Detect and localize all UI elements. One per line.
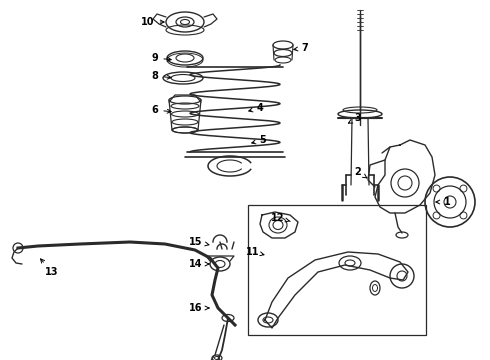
- Text: 4: 4: [249, 103, 264, 113]
- Text: 10: 10: [141, 17, 164, 27]
- Text: 7: 7: [294, 43, 308, 53]
- Text: 9: 9: [151, 53, 171, 63]
- Bar: [248, 205, 426, 335]
- Text: 6: 6: [151, 105, 171, 115]
- Text: 15: 15: [189, 237, 209, 247]
- Text: 12: 12: [271, 213, 290, 223]
- Text: 11: 11: [246, 247, 264, 257]
- Text: 16: 16: [189, 303, 209, 313]
- Text: 13: 13: [41, 259, 59, 277]
- Text: 3: 3: [348, 113, 362, 123]
- Text: 1: 1: [436, 197, 450, 207]
- Text: 8: 8: [151, 71, 171, 81]
- Text: 5: 5: [252, 135, 267, 145]
- Text: 2: 2: [355, 167, 367, 178]
- Text: 14: 14: [189, 259, 209, 269]
